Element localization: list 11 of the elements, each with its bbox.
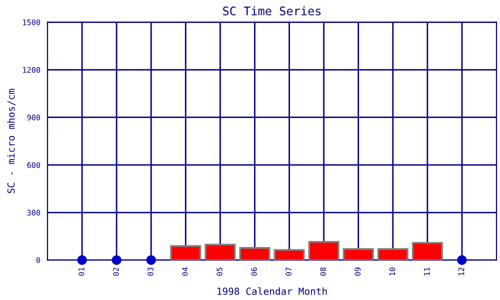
x-axis-title: 1998 Calendar Month [218,287,327,295]
bar [412,242,443,260]
bar [342,248,374,260]
bar [170,245,202,260]
bar [308,241,340,260]
bar [274,249,305,260]
bar [377,248,408,260]
bar [204,244,236,260]
y-axis-title: SC - micro mhos/cm [7,88,16,194]
bar [239,247,270,260]
chart-title: SC Time Series [223,6,321,16]
